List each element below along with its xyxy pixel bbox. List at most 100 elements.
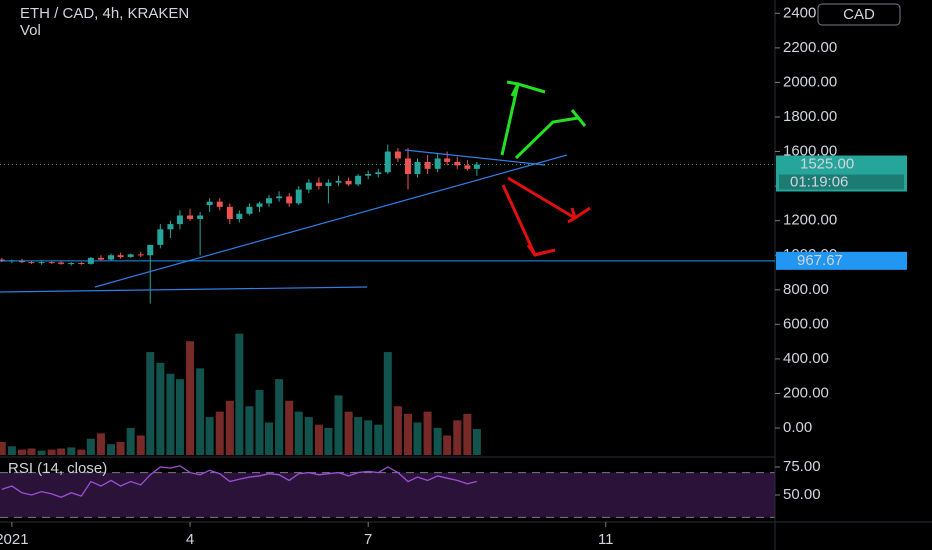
- volume-bar: [314, 424, 323, 455]
- candle-body: [464, 165, 471, 169]
- volume-bar: [166, 373, 175, 455]
- candle-body: [38, 262, 45, 264]
- countdown-label: 01:19:06: [790, 173, 848, 190]
- candle-body: [176, 215, 183, 225]
- rsi-label: RSI (14, close): [8, 460, 107, 477]
- chart-title: ETH / CAD, 4h, KRAKEN: [20, 5, 189, 22]
- volume-bar: [96, 433, 105, 455]
- y-tick-label: 400.00: [783, 350, 829, 367]
- volume-bar: [443, 435, 452, 455]
- volume-bar: [245, 406, 254, 455]
- volume-bar: [77, 449, 86, 455]
- y-tick-label: 1800.00: [783, 108, 837, 125]
- volume-bar: [186, 341, 195, 455]
- x-tick-label: 4: [186, 531, 194, 548]
- volume-bar: [215, 411, 224, 455]
- volume-bar: [324, 427, 333, 455]
- volume-bar: [285, 400, 294, 455]
- price-badge: [776, 155, 907, 192]
- candle-body: [394, 151, 401, 159]
- rsi-band: [0, 472, 775, 518]
- candle-body: [197, 215, 204, 219]
- level-label: 967.67: [797, 252, 843, 269]
- candle-body: [286, 196, 293, 204]
- volume-bar: [225, 400, 234, 455]
- x-tick-label: 2021: [0, 531, 29, 548]
- currency-label[interactable]: CAD: [843, 6, 875, 23]
- candle-body: [226, 206, 233, 219]
- volume-bar: [255, 390, 264, 455]
- volume-bar: [196, 368, 205, 455]
- drawings: [0, 149, 568, 293]
- volume-bar: [463, 413, 472, 455]
- volume-bar: [344, 411, 353, 455]
- volume-bar: [107, 444, 116, 455]
- candle-body: [246, 206, 253, 214]
- candle-body: [295, 189, 302, 204]
- candle-body: [473, 164, 480, 169]
- chart-subtitle: Vol: [20, 22, 41, 39]
- arrows: [500, 80, 591, 257]
- candle-body: [206, 201, 213, 206]
- volume-bar: [413, 422, 422, 455]
- candle-body: [78, 263, 85, 265]
- y-tick-label: 1200.00: [783, 212, 837, 229]
- volume-bar: [433, 427, 442, 455]
- candle-body: [315, 182, 322, 187]
- rsi-tick-label: 75.00: [783, 458, 821, 475]
- y-tick-label: 0.00: [783, 419, 812, 436]
- candle-body: [28, 262, 35, 264]
- candle-body: [424, 161, 431, 169]
- candle-body: [266, 198, 273, 204]
- volume-bar: [17, 449, 26, 455]
- y-tick-label: 800.00: [783, 281, 829, 298]
- volume-bar: [116, 442, 125, 455]
- countdown-box: [779, 174, 904, 190]
- price-label: 1525.00: [800, 155, 854, 172]
- volume-bar: [205, 417, 214, 455]
- currency-badge[interactable]: [817, 3, 901, 26]
- candle-body: [414, 161, 421, 175]
- volume-bar: [403, 413, 412, 455]
- candle-body: [117, 255, 124, 257]
- volume-bar: [423, 411, 432, 455]
- rsi-line: [1, 465, 478, 498]
- candle-body: [454, 161, 461, 166]
- candle-body: [147, 244, 154, 256]
- volume-bar: [57, 448, 66, 455]
- candle-body: [325, 182, 332, 187]
- candle-body: [375, 172, 382, 175]
- candle-body: [305, 182, 312, 190]
- volume-bar: [156, 362, 165, 455]
- candle-body: [404, 158, 411, 175]
- volume-bar: [304, 417, 313, 455]
- candle-body: [355, 175, 362, 185]
- candle-body: [167, 224, 174, 230]
- arrow-head: [506, 80, 521, 97]
- volume-bar: [374, 424, 383, 455]
- candle-body: [108, 255, 115, 260]
- volume-bar: [265, 422, 274, 455]
- volume-bar: [146, 352, 155, 455]
- y-tick-label: 1600.00: [783, 143, 837, 160]
- y-tick-label: 200.00: [783, 384, 829, 401]
- volume-bar: [67, 447, 76, 455]
- volume-bar: [37, 450, 46, 455]
- candle-body: [157, 229, 164, 245]
- trend-line: [404, 149, 546, 166]
- volume-layer: [0, 333, 481, 455]
- candle-body: [97, 257, 104, 260]
- arrow-head: [570, 109, 587, 127]
- arrow-head: [526, 244, 546, 257]
- candle-body: [384, 151, 391, 173]
- volume-bar: [393, 406, 402, 455]
- candle-body: [365, 174, 372, 176]
- volume-bar: [472, 429, 481, 455]
- volume-bar: [175, 379, 184, 455]
- candle-body: [256, 203, 263, 207]
- volume-bar: [354, 417, 363, 455]
- candle-body: [68, 263, 75, 265]
- candle-body: [48, 262, 55, 264]
